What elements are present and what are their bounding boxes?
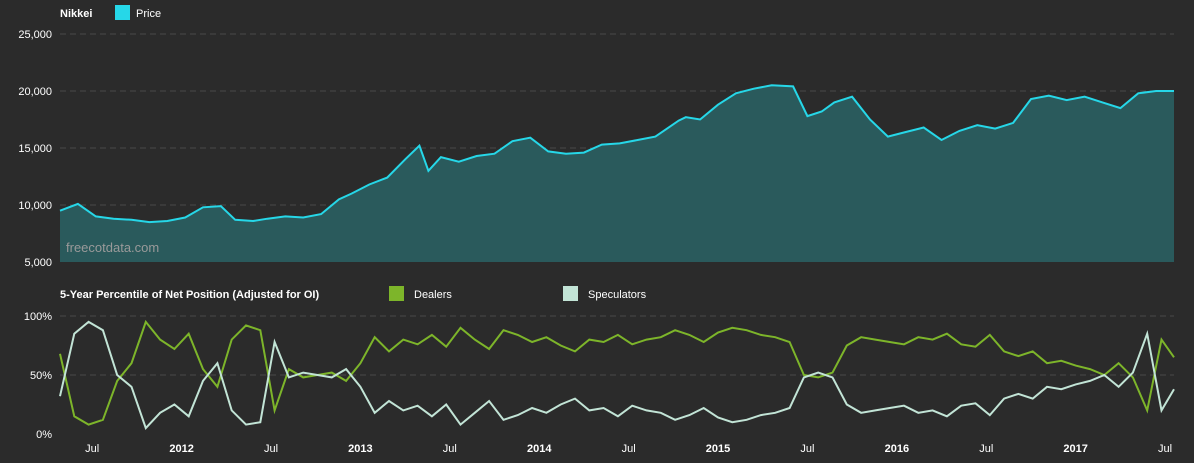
price-plot (59, 84, 1174, 262)
price-area (60, 85, 1174, 262)
watermark: freecotdata.com (66, 240, 159, 255)
speculators-line (59, 320, 1175, 430)
percentile-y-tick-label: 0% (36, 429, 52, 441)
x-tick-label: 2015 (706, 443, 730, 455)
price-y-tick-label: 25,000 (18, 29, 52, 41)
x-tick-label: Jul (979, 443, 993, 455)
percentile-y-axis: 0% 50% 100% (24, 311, 52, 441)
price-y-tick-label: 20,000 (18, 86, 52, 98)
price-y-tick-label: 15,000 (18, 143, 52, 155)
x-tick-label: Jul (1158, 443, 1172, 455)
percentile-plot (59, 319, 1175, 430)
dealers-legend-label: Dealers (414, 289, 452, 301)
x-tick-label: 2014 (527, 443, 552, 455)
price-line (59, 84, 1174, 224)
x-tick-label: Jul (85, 443, 99, 455)
x-tick-label: 2016 (885, 443, 909, 455)
price-chart-title: Nikkei (60, 8, 92, 20)
speculators-legend-label: Speculators (588, 289, 647, 301)
price-y-tick-label: 10,000 (18, 200, 52, 212)
price-grid (60, 33, 1174, 206)
dealers-legend-swatch (389, 286, 404, 301)
x-tick-label: Jul (264, 443, 278, 455)
x-tick-label: 2012 (169, 443, 193, 455)
percentile-y-tick-label: 50% (30, 370, 52, 382)
speculators-legend-swatch (563, 286, 578, 301)
x-tick-label: 2013 (348, 443, 372, 455)
x-tick-label: Jul (800, 443, 814, 455)
price-y-axis: 5,000 10,000 15,000 20,000 25,000 (18, 29, 52, 269)
price-legend-label: Price (136, 8, 161, 20)
percentile-y-tick-label: 100% (24, 311, 52, 323)
price-y-tick-label: 5,000 (24, 257, 52, 269)
x-tick-label: 2017 (1063, 443, 1087, 455)
percentile-grid (60, 315, 1174, 376)
price-legend-swatch (115, 5, 130, 20)
percentile-chart-title: 5-Year Percentile of Net Position (Adjus… (60, 289, 319, 301)
dealers-line (59, 319, 1175, 426)
x-tick-label: Jul (443, 443, 457, 455)
x-axis: Jul 2012 Jul 2013 Jul 2014 Jul 2015 Jul 2016 Jul 20… (85, 443, 1172, 455)
x-tick-label: Jul (622, 443, 636, 455)
